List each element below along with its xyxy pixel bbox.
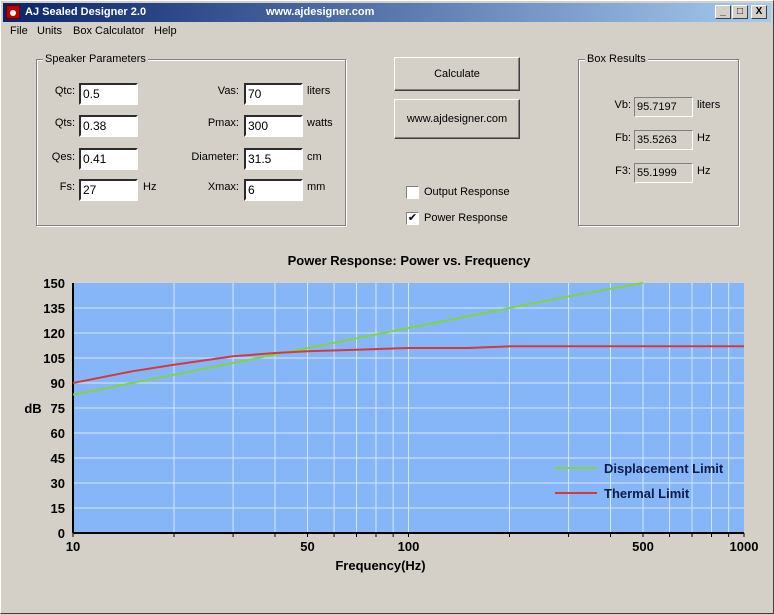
legend-label: Thermal Limit [604, 486, 690, 501]
qts-input[interactable]: 0.38 [79, 115, 138, 137]
diameter-label: Diameter: [191, 151, 239, 163]
qts-label: Qts: [54, 117, 75, 129]
f3-label: F3: [615, 165, 631, 177]
qes-input[interactable]: 0.41 [79, 148, 138, 170]
y-axis-label: dB [24, 401, 41, 416]
vas-label: Vas: [217, 85, 239, 97]
pmax-input[interactable]: 300 [244, 115, 303, 137]
menu-box-calculator[interactable]: Box Calculator [73, 25, 145, 37]
plot-area [73, 283, 744, 533]
xmax-unit: mm [307, 181, 326, 193]
xmax-input[interactable]: 6 [244, 179, 303, 201]
close-icon[interactable]: X [751, 5, 767, 19]
menu-file[interactable]: File [10, 25, 28, 37]
fb-value: 35.5263 [634, 130, 693, 150]
x-tick-label: 50 [300, 539, 314, 554]
y-tick-label: 150 [43, 276, 65, 291]
output-response-label[interactable]: Output Response [424, 186, 510, 198]
y-tick-label: 105 [43, 351, 65, 366]
vb-label: Vb: [614, 99, 631, 111]
y-tick-label: 90 [51, 376, 65, 391]
chart-title: Power Response: Power vs. Frequency [287, 253, 531, 268]
diameter-unit: cm [307, 151, 322, 163]
series-line-displacement [72, 282, 644, 396]
menu-units[interactable]: Units [37, 25, 63, 37]
y-tick-label: 75 [51, 401, 65, 416]
app-icon[interactable] [6, 5, 20, 19]
menu-help[interactable]: Help [154, 25, 177, 37]
vas-unit: liters [307, 85, 331, 97]
xmax-label: Xmax: [207, 181, 239, 193]
minimize-icon[interactable]: _ [715, 5, 731, 19]
title-url-caption: www.ajdesigner.com [266, 6, 375, 18]
calculate-button[interactable]: Calculate [394, 57, 520, 91]
x-axis-label: Frequency(Hz) [335, 558, 425, 573]
window-title: AJ Sealed Designer 2.0 [25, 6, 147, 18]
fb-unit: Hz [697, 132, 711, 144]
x-tick-label: 100 [398, 539, 420, 554]
vas-input[interactable]: 70 [244, 83, 303, 105]
power-response-checkbox[interactable]: ✔ [406, 212, 419, 225]
x-tick-label: 10 [66, 539, 80, 554]
vb-value: 95.7197 [634, 97, 693, 117]
pmax-label: Pmax: [207, 117, 239, 129]
calculate-button-label: Calculate [434, 68, 480, 80]
pmax-unit: watts [307, 117, 333, 129]
speaker-parameters-group: Speaker Parameters [36, 53, 346, 226]
y-tick-label: 135 [43, 301, 65, 316]
y-tick-label: 30 [51, 476, 65, 491]
fs-input[interactable]: 27 [79, 179, 138, 201]
qtc-label: Qtc: [54, 85, 75, 97]
f3-unit: Hz [697, 165, 711, 177]
x-tick-label: 500 [632, 539, 654, 554]
y-tick-label: 45 [51, 451, 65, 466]
y-tick-label: 120 [43, 326, 65, 341]
speaker-parameters-title: Speaker Parameters [43, 53, 148, 65]
output-response-checkbox[interactable] [406, 186, 419, 199]
qtc-input[interactable]: 0.5 [79, 83, 138, 105]
diameter-input[interactable]: 31.5 [244, 148, 303, 170]
fs-label: Fs: [59, 181, 75, 193]
maximize-icon[interactable]: □ [732, 5, 748, 19]
website-button[interactable]: www.ajdesigner.com [394, 99, 520, 139]
menu-bar: File Units Box Calculator Help [3, 23, 771, 41]
y-tick-label: 0 [58, 526, 65, 541]
box-results-title: Box Results [585, 53, 648, 65]
box-results-group: Box Results [578, 53, 739, 226]
vb-unit: liters [697, 99, 721, 111]
power-response-label[interactable]: Power Response [424, 212, 508, 224]
check-icon: ✔ [407, 212, 418, 224]
f3-value: 55.1999 [634, 163, 693, 183]
x-tick-label: 1000 [730, 539, 759, 554]
title-bar[interactable]: AJ Sealed Designer 2.0 www.ajdesigner.co… [3, 3, 771, 22]
y-tick-label: 15 [51, 501, 65, 516]
y-tick-label: 60 [51, 426, 65, 441]
series-line-thermal [72, 345, 744, 384]
fb-label: Fb: [615, 132, 631, 144]
website-button-label: www.ajdesigner.com [406, 113, 508, 125]
qes-label: Qes: [51, 151, 75, 163]
legend-label: Displacement Limit [604, 461, 724, 476]
fs-unit: Hz [143, 181, 157, 193]
